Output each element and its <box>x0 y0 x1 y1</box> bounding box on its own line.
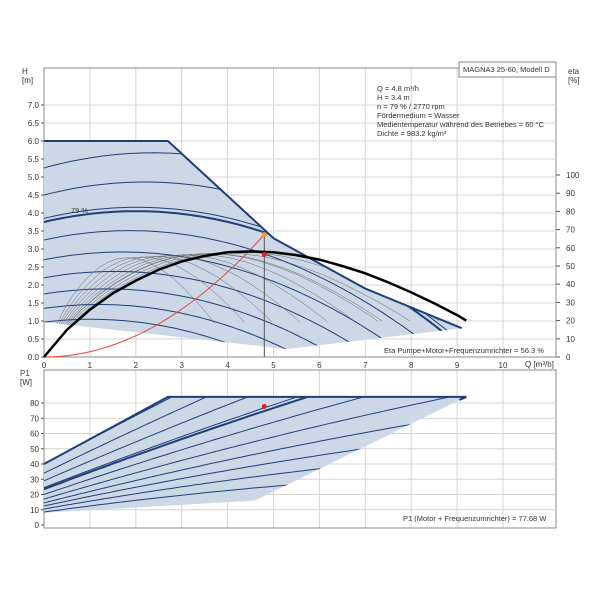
operating-region <box>44 396 467 513</box>
x-tick-label: 1 <box>88 361 93 370</box>
x-tick-label: 4 <box>225 361 230 370</box>
y2-axis-label: [%] <box>568 76 580 85</box>
power-curve <box>44 396 467 489</box>
speed-curve <box>44 318 462 350</box>
power-chart: 0 10 20 30 40 50 60 70 80 P1[W] <box>20 369 557 530</box>
y-tick-label: 20 <box>30 491 39 500</box>
eta-speed-curve <box>44 257 215 350</box>
x-tick-label: 10 <box>499 361 508 370</box>
y2-tick-label: 60 <box>566 244 575 253</box>
y-tick-label: 7.0 <box>28 101 40 110</box>
x-tick-label: 8 <box>409 361 414 370</box>
y2-tick-label: 100 <box>566 171 580 180</box>
x-tick-label: 2 <box>134 361 139 370</box>
y-tick-label: 70 <box>30 414 39 423</box>
operating-point-p1 <box>261 404 267 410</box>
info-line: n = 79 % / 2770 rpm <box>377 102 445 111</box>
y2-tick-label: 70 <box>566 226 575 235</box>
y-tick-label: 0.0 <box>28 353 40 362</box>
y2-axis-label: eta <box>568 67 580 76</box>
y-tick-label: 2.0 <box>28 281 40 290</box>
y-tick-label: 0.5 <box>28 335 40 344</box>
x-axis-label: Q [m³/h] <box>525 360 554 369</box>
power-curve-79 <box>44 396 467 491</box>
y-axis-label: [W] <box>20 378 32 387</box>
p1-annotation: P1 (Motor + Frequenzumrichter) = 77.68 W <box>403 514 547 523</box>
operating-point-info: Q = 4.8 m³/h H = 3.4 m n = 79 % / 2770 r… <box>377 84 545 138</box>
info-line: Fördermedium = Wasser <box>377 111 460 120</box>
speed-label-79: 79 % <box>71 206 88 215</box>
x-tick-label: 9 <box>455 361 460 370</box>
y-tick-label: 50 <box>30 445 39 454</box>
y-tick-label: 0 <box>35 521 40 530</box>
power-curve <box>44 396 467 495</box>
y-tick-label: 10 <box>30 506 39 515</box>
y-tick-label: 4.5 <box>28 191 40 200</box>
eta-speed-curve <box>44 256 245 350</box>
operating-point-eta <box>261 252 267 258</box>
x-tick-label: 3 <box>179 361 184 370</box>
y2-tick-label: 50 <box>566 262 575 271</box>
eta-speed-curve <box>44 252 410 350</box>
x-tick-label: 7 <box>363 361 368 370</box>
max-curve <box>44 140 463 330</box>
y-axis-label: H <box>22 67 28 76</box>
y-tick-label: 40 <box>30 460 39 469</box>
y-tick-label: 60 <box>30 430 39 439</box>
info-line: Dichte = 983.2 kg/m³ <box>377 129 447 138</box>
y2-tick-label: 80 <box>566 207 575 216</box>
info-line: Q = 4.8 m³/h <box>377 84 419 93</box>
y-tick-label: 80 <box>30 399 39 408</box>
eta-annotation: Eta Pumpe+Motor+Frequenzumrichter = 56.3… <box>384 346 544 355</box>
operating-region <box>44 141 462 350</box>
max-power-curve <box>43 395 467 465</box>
speed-curve <box>44 270 462 350</box>
y-axis-label: [m] <box>22 76 33 85</box>
y-tick-label: 30 <box>30 475 39 484</box>
x-tick-label: 5 <box>271 361 276 370</box>
y-axis-label: P1 <box>20 369 30 378</box>
y-tick-label: 6.0 <box>28 137 40 146</box>
eta-speed-curve <box>44 254 328 350</box>
y-tick-label: 5.5 <box>28 155 40 164</box>
y-tick-label: 6.5 <box>28 119 40 128</box>
model-title-box <box>458 61 557 78</box>
y-tick-label: 5.0 <box>28 173 40 182</box>
speed-curve <box>44 304 462 350</box>
power-curve <box>44 396 467 500</box>
y2-tick-label: 40 <box>566 280 575 289</box>
y2-tick-label: 10 <box>566 335 575 344</box>
y-tick-label: 3.0 <box>28 245 40 254</box>
operating-point-h <box>261 232 267 238</box>
y2-tick-label: 30 <box>566 298 575 307</box>
y-tick-label: 1.5 <box>28 299 40 308</box>
power-curve <box>44 396 467 482</box>
y-tick-label: 2.5 <box>28 263 40 272</box>
speed-curve <box>44 251 462 350</box>
eta-total-curve <box>43 250 467 358</box>
model-title: MAGNA3 25-60, Modell D <box>463 65 550 74</box>
eta-speed-curve <box>44 256 273 350</box>
qh-chart: 0.0 0.5 1.0 1.5 2.0 2.5 3.0 3.5 4.0 4.5 5.0 5.5 6.0 6… <box>22 67 580 370</box>
y-tick-label: 4.0 <box>28 209 40 218</box>
y2-tick-label: 0 <box>566 353 571 362</box>
y-tick-label: 3.5 <box>28 227 40 236</box>
eta-speed-curve <box>44 253 355 350</box>
info-line: H = 3.4 m <box>377 93 410 102</box>
system-curve <box>43 234 265 358</box>
y-tick-label: 1.0 <box>28 317 40 326</box>
y2-tick-label: 20 <box>566 317 575 326</box>
info-line: Medientemperatur während des Betriebes =… <box>377 120 545 129</box>
power-curve <box>44 396 467 474</box>
x-tick-label: 6 <box>317 361 322 370</box>
x-tick-label: 0 <box>42 361 47 370</box>
y2-tick-label: 90 <box>566 189 575 198</box>
